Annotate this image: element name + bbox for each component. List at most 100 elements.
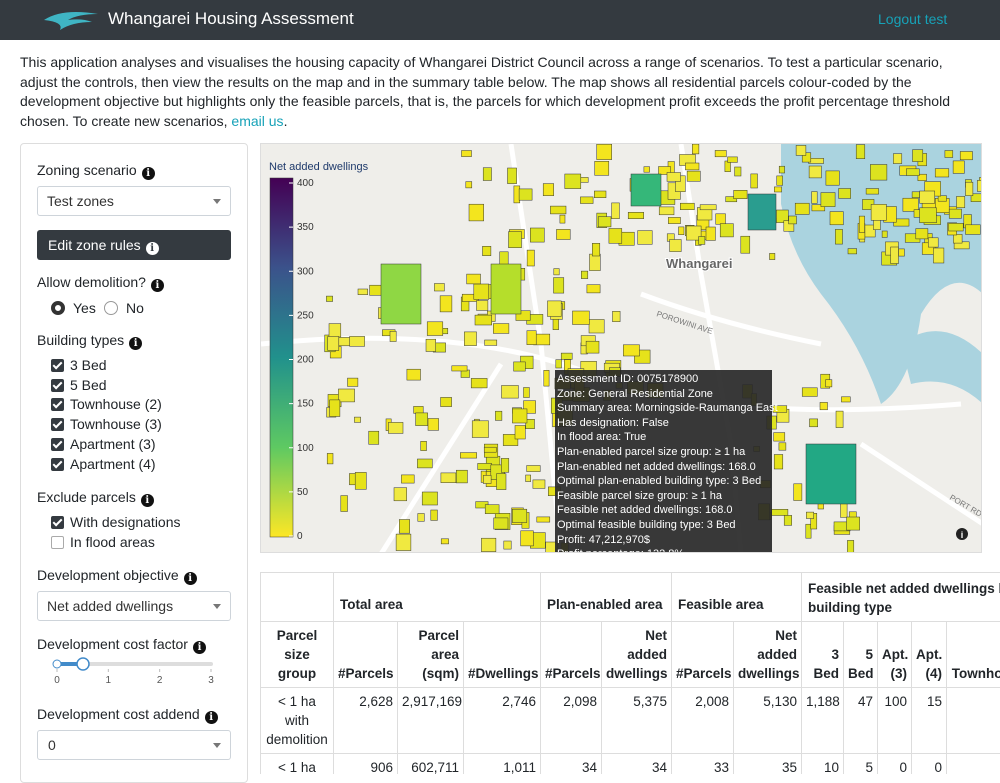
column-header: Parcel size group: [261, 622, 334, 688]
column-header: #Dwellings: [464, 622, 541, 688]
email-link[interactable]: email us: [231, 113, 283, 129]
group-header: Total area: [334, 573, 541, 622]
checkbox[interactable]: With designations: [51, 514, 181, 530]
parcel: [509, 232, 522, 248]
logout-link[interactable]: Logout test: [878, 11, 947, 27]
parcel: [348, 378, 358, 386]
parcel: [977, 180, 982, 191]
radio-label: Yes: [73, 300, 96, 316]
checkbox-box: [51, 536, 64, 549]
parcel: [949, 209, 961, 218]
parcel: [953, 234, 962, 243]
parcel: [491, 264, 521, 314]
table-cell: 2,628: [334, 688, 398, 754]
parcel: [330, 400, 340, 417]
info-icon[interactable]: i: [142, 167, 155, 180]
slider-tick-label: 3: [208, 675, 214, 686]
parcel: [938, 196, 946, 202]
checkbox[interactable]: Apartment (3): [51, 436, 156, 452]
parcel: [483, 246, 491, 255]
parcel: [912, 192, 920, 198]
parcel: [841, 397, 850, 402]
parcel: [774, 455, 783, 470]
radio[interactable]: Yes: [51, 300, 96, 316]
checkbox[interactable]: 5 Bed: [51, 377, 107, 393]
objective-select[interactable]: Net added dwellings: [37, 591, 231, 621]
addend-input[interactable]: 0: [37, 730, 231, 760]
parcel: [381, 264, 421, 324]
radio-dot: [51, 301, 65, 315]
zoning-select[interactable]: Test zones: [37, 186, 231, 216]
parcel: [481, 538, 496, 552]
parcel: [913, 150, 923, 162]
parcel: [644, 167, 650, 173]
parcel: [613, 311, 621, 321]
label: Allow demolition?i: [37, 274, 164, 292]
info-icon[interactable]: i: [129, 337, 142, 350]
checkbox[interactable]: Apartment (4): [51, 456, 156, 472]
parcel: [748, 194, 776, 230]
parcel: [826, 380, 832, 387]
radio[interactable]: No: [104, 300, 144, 316]
tooltip-line: Profit: 47,212,970$: [557, 533, 770, 548]
parcel: [806, 444, 856, 504]
info-icon[interactable]: i: [193, 641, 206, 654]
parcel: [810, 419, 818, 427]
navbar: Whangarei Housing Assessment Logout test: [0, 0, 1000, 40]
tooltip-line: Summary area: Morningside-Raumanga East: [557, 401, 770, 416]
table-cell: 47: [844, 688, 878, 754]
parcel: [524, 388, 530, 398]
legend-tick-label: 0: [297, 531, 303, 542]
parcel: [847, 540, 853, 552]
checkbox[interactable]: Townhouse (3): [51, 416, 162, 432]
parcel: [501, 458, 509, 472]
info-icon[interactable]: i: [205, 711, 218, 724]
parcel: [557, 229, 571, 239]
group-header: Plan-enabled area: [541, 573, 672, 622]
tooltip-line: Has designation: False: [557, 416, 770, 431]
legend-bar: [270, 178, 293, 537]
parcel: [699, 237, 705, 245]
info-icon[interactable]: i: [151, 279, 164, 292]
parcel: [561, 353, 572, 359]
column-header: Apt. (3): [878, 622, 912, 688]
table-cell: 100: [878, 688, 912, 754]
parcel: [581, 271, 588, 279]
parcel: [401, 475, 414, 483]
tooltip-line: Zone: General Residential Zone: [557, 387, 770, 402]
parcel: [554, 278, 564, 294]
info-icon[interactable]: i: [184, 572, 197, 585]
parcel: [427, 322, 443, 336]
edit-zone-button[interactable]: Edit zone rules i: [37, 230, 231, 260]
table-cell: 34: [602, 754, 672, 775]
table-cell: 15: [912, 688, 947, 754]
parcel: [706, 227, 715, 240]
map[interactable]: Whangarei POROWINI AVE PORT RD Net added…: [260, 143, 982, 553]
button-text: Edit zone rules: [48, 237, 141, 253]
parcel: [544, 370, 549, 386]
parcel: [441, 397, 452, 406]
checkbox[interactable]: In flood areas: [51, 534, 155, 550]
tooltip-line: Optimal feasible building type: 3 Bed: [557, 518, 770, 533]
parcel: [779, 166, 784, 173]
tooltip-line: Plan-enabled parcel size group: ≥ 1 ha: [557, 445, 770, 460]
parcel: [870, 165, 887, 181]
parcel: [550, 206, 566, 214]
info-icon[interactable]: i: [146, 242, 159, 255]
parcel: [460, 453, 476, 459]
parcel: [966, 225, 981, 235]
info-icon[interactable]: i: [141, 494, 154, 507]
parcel: [493, 324, 509, 334]
column-header: #Parcels: [334, 622, 398, 688]
intro-text: This application analyses and visualises…: [20, 54, 950, 129]
parcel: [772, 509, 788, 515]
checkbox[interactable]: Townhouse (2): [51, 396, 162, 412]
checkbox[interactable]: 3 Bed: [51, 357, 107, 373]
parcel: [556, 360, 562, 368]
parcel: [483, 168, 491, 181]
parcel: [685, 163, 699, 170]
parcel: [341, 496, 348, 512]
